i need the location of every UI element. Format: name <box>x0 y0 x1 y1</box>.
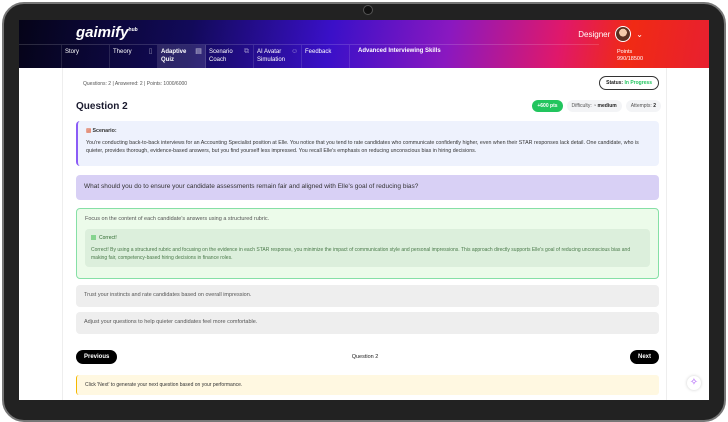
memo-icon: ▨ <box>86 128 92 134</box>
logo-text: gaimify <box>76 24 129 41</box>
points-chip: +600 pts <box>532 100 563 112</box>
tab-theory[interactable]: Theory ▯ <box>110 45 158 68</box>
difficulty-value: medium <box>597 103 617 109</box>
course-title: Advanced Interviewing Skills <box>358 48 441 54</box>
question-chips: +600 pts Difficulty: ◔ medium Attempts: … <box>532 100 661 112</box>
book-icon: ▯ <box>148 48 153 55</box>
cards-icon: ⧉ <box>244 48 249 55</box>
answer-option[interactable]: Adjust your questions to help quieter ca… <box>76 312 659 334</box>
next-button[interactable]: Next <box>629 350 659 364</box>
attempts-chip: Attempts: 2 <box>625 100 661 112</box>
option-text: Trust your instincts and rate candidates… <box>84 292 252 298</box>
scenario-text: You're conducting back-to-back interview… <box>86 140 639 154</box>
quiz-meta: Questions: 2 | Answered: 2 | Points: 100… <box>83 81 188 87</box>
attempts-value: 2 <box>653 103 656 109</box>
tab-scenario-coach[interactable]: Scenario Coach ⧉ <box>206 45 254 68</box>
logo[interactable]: gaimifyhub <box>76 24 138 41</box>
camera-icon <box>363 5 373 15</box>
hint-note: Click 'Next' to generate your next quest… <box>76 375 659 395</box>
nav-spacer <box>19 45 62 68</box>
user-name: Designer <box>578 29 611 39</box>
feedback-heading: Correct! <box>99 235 117 241</box>
avatar-icon: ☺ <box>291 48 299 55</box>
points-display: Points 990/18500 <box>617 49 643 63</box>
option-text: Focus on the content of each candidate's… <box>85 216 270 222</box>
sparkle-assistant-icon[interactable]: ✧ <box>687 376 701 390</box>
points-label: Points <box>617 49 633 55</box>
quiz-icon: ▤ <box>195 48 202 55</box>
avatar <box>615 26 632 42</box>
nav-bar: Story Theory ▯ Adaptive Quiz ▤ Scenario Co… <box>19 44 599 68</box>
previous-button[interactable]: Previous <box>76 350 118 364</box>
tab-story[interactable]: Story <box>62 45 110 68</box>
tab-feedback[interactable]: Feedback <box>302 45 350 68</box>
status-label: Status: <box>606 80 624 86</box>
scenario-heading: Scenario: <box>92 128 117 134</box>
quiz-panel: Questions: 2 | Answered: 2 | Points: 100… <box>62 68 667 400</box>
tab-label: Feedback <box>305 49 332 55</box>
tab-label: Theory <box>113 49 132 55</box>
chevron-down-icon: ⌄ <box>636 29 643 39</box>
answer-option-correct[interactable]: Focus on the content of each candidate's… <box>76 208 659 279</box>
tab-label: Adaptive Quiz <box>161 49 187 63</box>
status-badge: Status: In Progress <box>599 76 659 90</box>
question-text: What should you do to ensure your candid… <box>76 175 659 200</box>
answer-option[interactable]: Trust your instincts and rate candidates… <box>76 285 659 307</box>
option-text: Adjust your questions to help quieter ca… <box>84 319 258 325</box>
gauge-icon: ◔ <box>593 103 597 109</box>
header: gaimifyhub Designer ⌄ Story Theory ▯ Adapt… <box>19 20 709 68</box>
attempts-label: Attempts: <box>630 103 652 109</box>
tab-ai-avatar[interactable]: AI Avatar Simulation ☺ <box>254 45 302 68</box>
difficulty-label: Difficulty: <box>571 103 592 109</box>
question-position: Question 2 <box>351 354 379 360</box>
scenario-box: ▨ Scenario: You're conducting back-to-ba… <box>76 121 659 166</box>
tab-label: AI Avatar Simulation <box>257 49 286 63</box>
tab-label: Scenario Coach <box>209 49 233 63</box>
feedback-box: Correct! Correct! By using a structured … <box>85 229 650 267</box>
status-value: In Progress <box>624 80 652 86</box>
tab-adaptive-quiz[interactable]: Adaptive Quiz ▤ <box>158 45 206 68</box>
difficulty-chip: Difficulty: ◔ medium <box>566 100 622 112</box>
question-title: Question 2 <box>76 101 128 112</box>
tab-label: Story <box>65 49 80 55</box>
feedback-text: Correct! By using a structured rubric an… <box>91 247 631 261</box>
screen: gaimifyhub Designer ⌄ Story Theory ▯ Adapt… <box>19 20 709 400</box>
user-menu[interactable]: Designer ⌄ <box>578 26 643 42</box>
points-value: 990/18500 <box>617 56 643 62</box>
logo-sup: hub <box>128 27 138 33</box>
check-icon <box>91 235 96 241</box>
